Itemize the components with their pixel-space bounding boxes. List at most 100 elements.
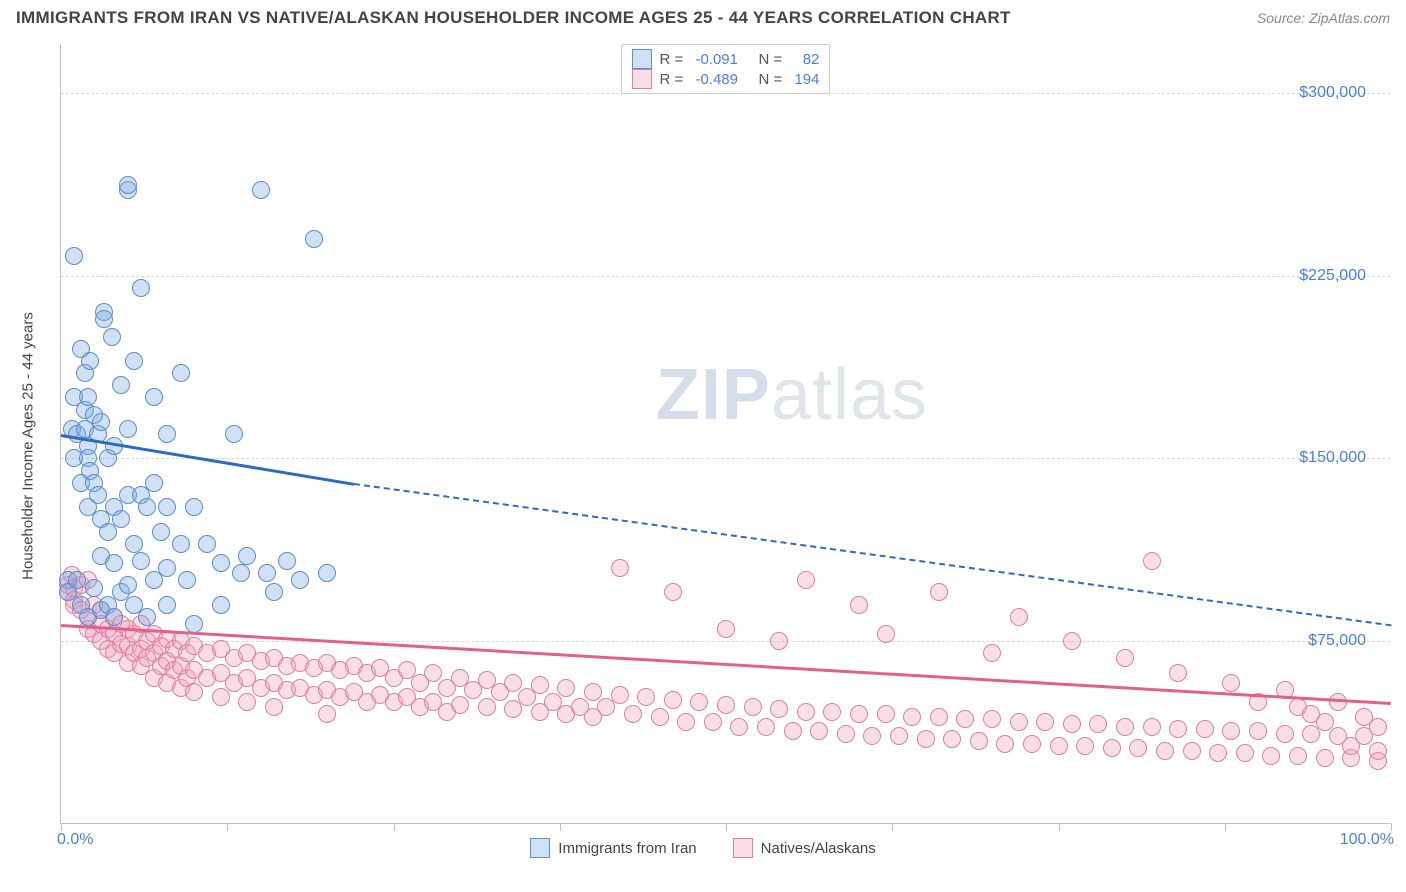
scatter-point-pink xyxy=(730,718,748,736)
watermark: ZIPatlas xyxy=(656,354,928,436)
scatter-point-pink xyxy=(651,708,669,726)
scatter-point-pink xyxy=(877,625,895,643)
scatter-point-blue xyxy=(318,564,336,582)
scatter-point-pink xyxy=(863,727,881,745)
scatter-point-pink xyxy=(890,727,908,745)
scatter-point-blue xyxy=(119,576,137,594)
scatter-point-blue xyxy=(105,608,123,626)
stats-swatch-blue xyxy=(632,49,652,69)
scatter-point-blue xyxy=(85,579,103,597)
scatter-point-pink xyxy=(810,722,828,740)
scatter-point-pink xyxy=(1369,718,1387,736)
scatter-point-pink xyxy=(1222,674,1240,692)
scatter-point-blue xyxy=(152,523,170,541)
scatter-point-pink xyxy=(744,698,762,716)
scatter-point-pink xyxy=(584,683,602,701)
scatter-point-pink xyxy=(624,705,642,723)
scatter-point-pink xyxy=(917,730,935,748)
legend-label-blue: Immigrants from Iran xyxy=(558,840,696,857)
scatter-point-pink xyxy=(797,571,815,589)
scatter-point-blue xyxy=(138,498,156,516)
scatter-point-blue xyxy=(158,596,176,614)
scatter-point-pink xyxy=(611,559,629,577)
scatter-point-pink xyxy=(770,700,788,718)
scatter-point-pink xyxy=(1023,735,1041,753)
scatter-point-blue xyxy=(89,486,107,504)
scatter-point-pink xyxy=(996,735,1014,753)
scatter-point-pink xyxy=(1222,722,1240,740)
correlation-stats-box: R = -0.091 N = 82 R = -0.489 N = 194 xyxy=(621,44,831,94)
scatter-point-pink xyxy=(930,583,948,601)
chart-title: IMMIGRANTS FROM IRAN VS NATIVE/ALASKAN H… xyxy=(16,8,1011,28)
gridline-h xyxy=(61,458,1390,459)
stats-n-pink: 194 xyxy=(794,71,819,88)
x-tick xyxy=(1225,823,1226,831)
scatter-point-pink xyxy=(1129,739,1147,757)
stats-n-label: N = xyxy=(746,71,786,88)
scatter-point-pink xyxy=(823,703,841,721)
y-tick-label: $150,000 xyxy=(1299,449,1366,467)
scatter-point-blue xyxy=(65,247,83,265)
scatter-point-pink xyxy=(983,644,1001,662)
scatter-point-pink xyxy=(1316,749,1334,767)
scatter-point-pink xyxy=(557,679,575,697)
scatter-point-pink xyxy=(318,705,336,723)
scatter-point-pink xyxy=(1143,552,1161,570)
legend-item-blue: Immigrants from Iran xyxy=(530,838,696,858)
y-axis-label: Householder Income Ages 25 - 44 years xyxy=(20,312,37,580)
legend-label-pink: Natives/Alaskans xyxy=(761,840,876,857)
scatter-point-blue xyxy=(103,328,121,346)
scatter-point-pink xyxy=(451,696,469,714)
scatter-point-blue xyxy=(278,552,296,570)
scatter-point-blue xyxy=(185,615,203,633)
scatter-point-pink xyxy=(784,722,802,740)
y-tick-label: $225,000 xyxy=(1299,267,1366,285)
scatter-point-pink xyxy=(677,713,695,731)
stats-n-blue: 82 xyxy=(794,51,819,68)
scatter-point-blue xyxy=(212,554,230,572)
stats-row-pink: R = -0.489 N = 194 xyxy=(632,69,820,89)
scatter-point-pink xyxy=(1143,718,1161,736)
scatter-point-blue xyxy=(172,364,190,382)
scatter-point-pink xyxy=(757,718,775,736)
scatter-point-pink xyxy=(930,708,948,726)
scatter-point-pink xyxy=(1169,664,1187,682)
series-legend: Immigrants from Iran Natives/Alaskans xyxy=(0,838,1406,858)
scatter-point-pink xyxy=(1183,742,1201,760)
scatter-point-pink xyxy=(877,705,895,723)
scatter-point-blue xyxy=(305,230,323,248)
scatter-point-pink xyxy=(1103,739,1121,757)
scatter-point-pink xyxy=(837,725,855,743)
scatter-point-pink xyxy=(1289,747,1307,765)
x-tick xyxy=(1391,823,1392,831)
scatter-point-blue xyxy=(132,279,150,297)
scatter-point-pink xyxy=(478,698,496,716)
scatter-point-blue xyxy=(172,535,190,553)
scatter-point-blue xyxy=(79,388,97,406)
scatter-point-pink xyxy=(1169,720,1187,738)
scatter-point-pink xyxy=(1063,632,1081,650)
scatter-point-blue xyxy=(145,474,163,492)
scatter-point-pink xyxy=(717,620,735,638)
scatter-point-blue xyxy=(212,596,230,614)
scatter-point-blue xyxy=(258,564,276,582)
x-tick xyxy=(560,823,561,831)
scatter-point-pink xyxy=(983,710,1001,728)
scatter-point-pink xyxy=(970,732,988,750)
chart-header: IMMIGRANTS FROM IRAN VS NATIVE/ALASKAN H… xyxy=(0,0,1406,32)
scatter-point-pink xyxy=(1369,742,1387,760)
scatter-point-pink xyxy=(1196,720,1214,738)
watermark-light: atlas xyxy=(771,355,928,435)
scatter-point-pink xyxy=(1262,747,1280,765)
scatter-point-blue xyxy=(158,498,176,516)
scatter-point-pink xyxy=(903,708,921,726)
scatter-point-pink xyxy=(611,686,629,704)
scatter-point-pink xyxy=(504,674,522,692)
y-tick-label: $300,000 xyxy=(1299,84,1366,102)
scatter-point-blue xyxy=(238,547,256,565)
scatter-point-pink xyxy=(1156,742,1174,760)
scatter-point-pink xyxy=(943,730,961,748)
x-tick xyxy=(1059,823,1060,831)
scatter-point-blue xyxy=(125,352,143,370)
scatter-point-blue xyxy=(185,498,203,516)
